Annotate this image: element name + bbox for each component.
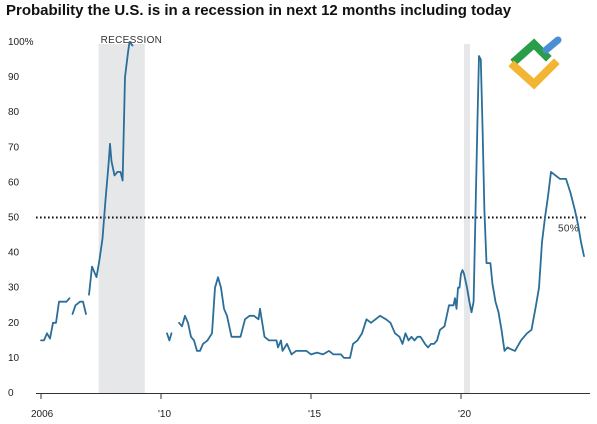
chart-title: Probability the U.S. is in a recession i… <box>6 2 512 19</box>
logo-yellow-chevron <box>508 58 560 90</box>
x-tick-label-2006: 2006 <box>31 409 54 420</box>
y-tick-label-100: 100% <box>8 37 34 48</box>
y-tick-label-90: 90 <box>8 72 20 83</box>
y-tick-label-30: 30 <box>8 283 20 294</box>
logo-green-chevron <box>510 38 552 66</box>
logo-blue-bar <box>542 36 562 54</box>
x-tick-label-2015: '15 <box>308 409 321 420</box>
fifty-percent-label: 50% <box>558 224 579 235</box>
recession-band-1 <box>464 44 470 393</box>
y-tick-label-40: 40 <box>8 248 20 259</box>
y-tick-label-80: 80 <box>8 107 20 118</box>
x-tick-label-2020: '20 <box>458 409 471 420</box>
probability-line-segment-3 <box>166 332 173 342</box>
y-tick-label-0: 0 <box>8 388 14 399</box>
y-tick-label-70: 70 <box>8 142 20 153</box>
y-tick-label-60: 60 <box>8 177 20 188</box>
brand-logo-icon <box>508 36 562 90</box>
axes: 0 10 20 30 40 50 60 70 80 90 100% 2006 '10 '15 '20 <box>8 37 590 420</box>
y-tick-label-50: 50 <box>8 213 20 224</box>
probability-line-segment-4 <box>178 55 585 359</box>
probability-line-segment-2 <box>88 41 134 296</box>
probability-line-segment-1 <box>71 300 87 315</box>
y-tick-label-20: 20 <box>8 318 20 329</box>
recession-label: RECESSION <box>101 35 163 46</box>
probability-series <box>40 41 585 359</box>
probability-line-segment-0 <box>40 297 71 342</box>
x-tick-label-2010: '10 <box>158 409 171 420</box>
annotations: RECESSION 50% <box>101 35 579 235</box>
y-tick-label-10: 10 <box>8 353 20 364</box>
